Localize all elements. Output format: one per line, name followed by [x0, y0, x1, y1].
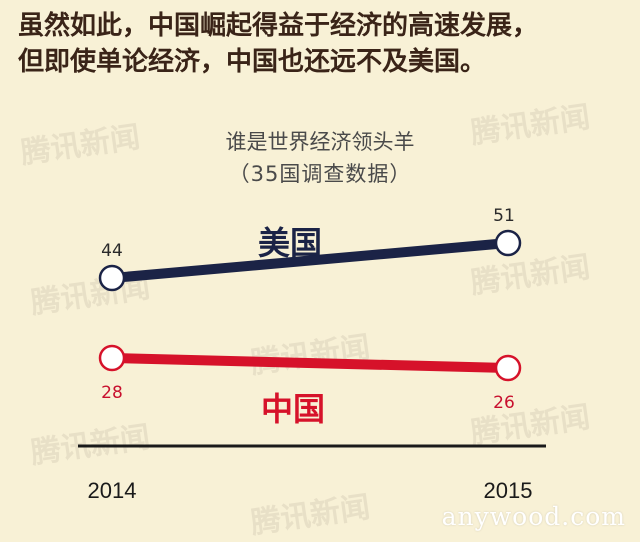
headline-line-2: 但即使单论经济，中国也还远不及美国。 [18, 47, 487, 77]
data-label-china-2014: 28 [101, 383, 123, 403]
series-line-usa [107, 238, 513, 283]
chart-subtitle: （35国调查数据） [228, 162, 412, 186]
series-name-usa: 美国 [258, 224, 322, 262]
x-tick-label-2015: 2015 [484, 478, 533, 503]
x-tick-label-2014: 2014 [88, 478, 137, 503]
chart-title: 谁是世界经济领头羊 [225, 130, 415, 154]
data-label-usa-2014: 44 [101, 241, 123, 261]
headline: 虽然如此，中国崛起得益于经济的高速发展， 但即使单论经济，中国也还远不及美国。 [18, 8, 630, 80]
series-name-china: 中国 [261, 390, 325, 428]
data-label-usa-2015: 51 [493, 206, 515, 226]
series-line-china [107, 353, 513, 373]
point-china-2015 [494, 354, 522, 382]
site-credit: anywood.com [441, 502, 626, 531]
point-usa-2014 [98, 264, 126, 292]
point-china-2014 [98, 344, 126, 372]
headline-line-1: 虽然如此，中国崛起得益于经济的高速发展， [18, 11, 539, 41]
point-usa-2015 [494, 229, 522, 257]
data-label-china-2015: 26 [493, 393, 515, 413]
